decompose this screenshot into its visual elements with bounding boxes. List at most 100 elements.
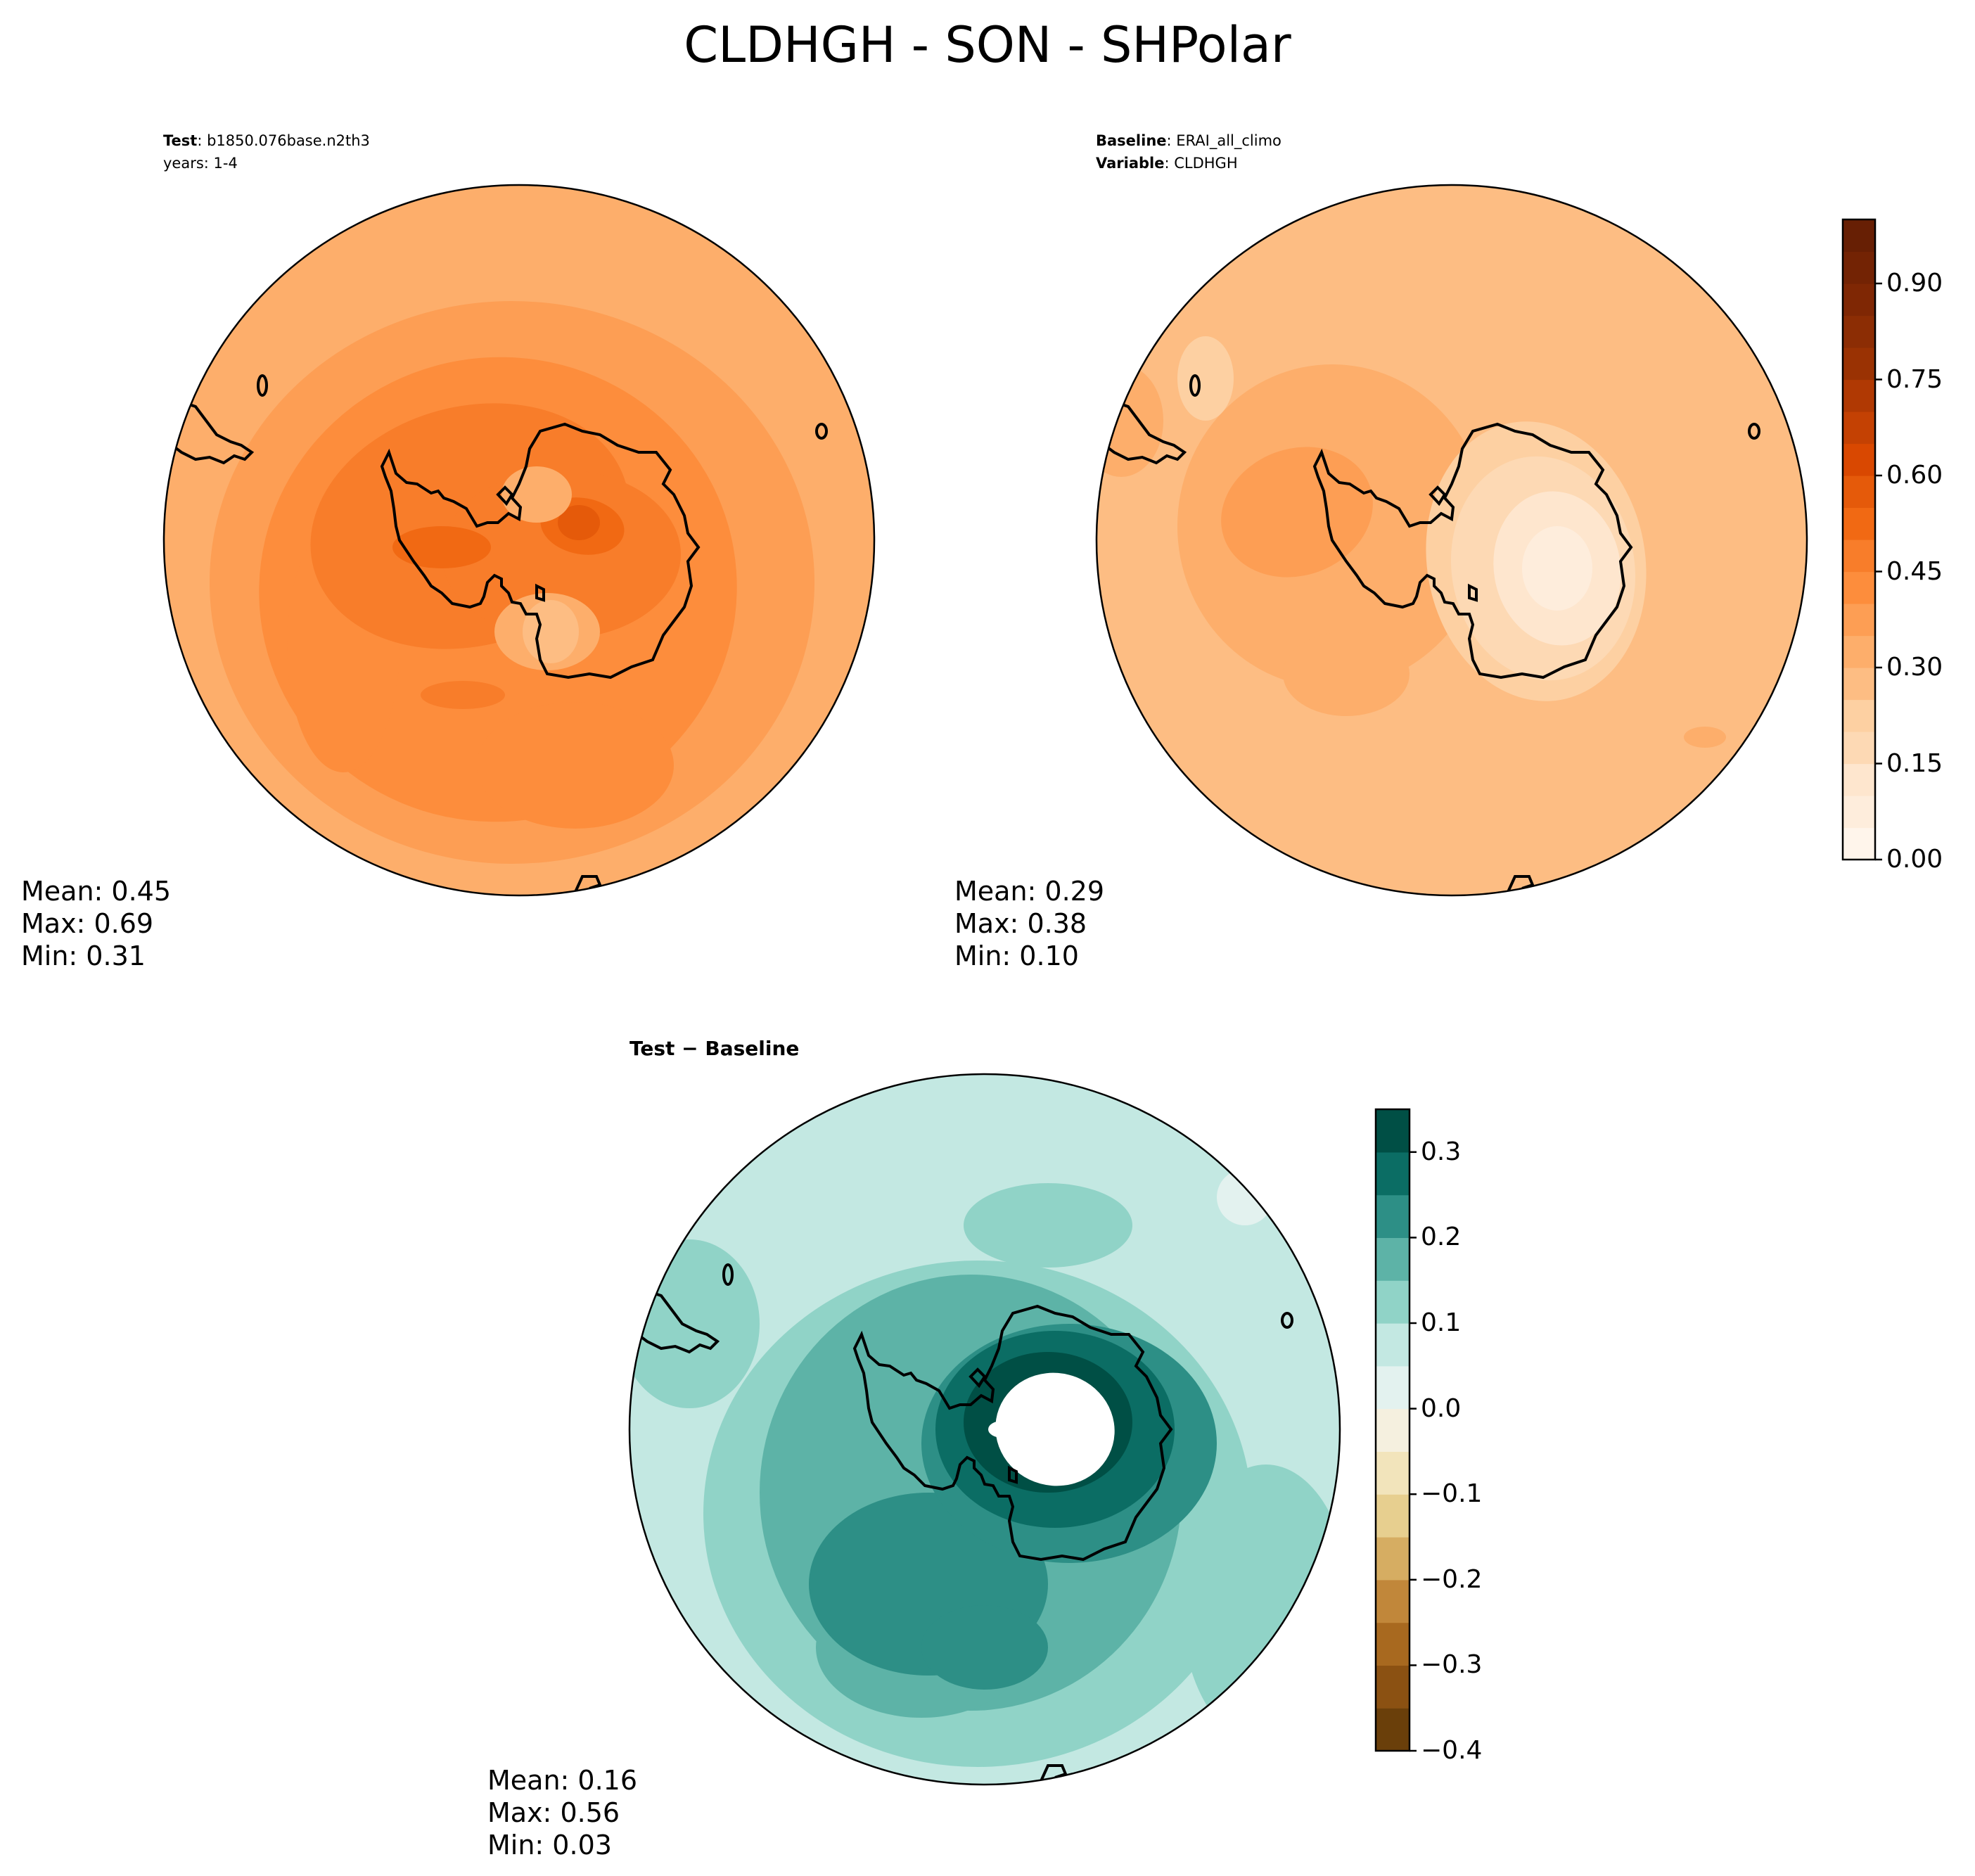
abs-colorbar-level-10 — [1843, 507, 1875, 540]
baseline-label: Baseline — [1096, 132, 1167, 149]
test-map-kerguelen-island — [815, 423, 828, 440]
variable-label: Variable — [1096, 155, 1165, 172]
baseline-map-kerguelen-island — [1748, 423, 1760, 440]
abs-colorbar-tick-label: 0.60 — [1886, 461, 1943, 490]
diff-colorbar-frame — [1374, 1108, 1411, 1752]
abs-colorbar — [1841, 218, 1882, 861]
diff-colorbar-tick-label: −0.2 — [1421, 1564, 1483, 1594]
diff-colorbar-level-10 — [1376, 1280, 1410, 1324]
abs-colorbar-level-1 — [1843, 796, 1875, 829]
test-stats: Mean: 0.45 Max: 0.69 Min: 0.31 — [21, 875, 171, 972]
baseline-map-contour-0-3 — [1684, 727, 1726, 748]
baseline-map-falkland-island — [1189, 374, 1201, 397]
test-label: Test — [163, 132, 198, 149]
diff-colorbar-level-1 — [1376, 1665, 1410, 1709]
variable-name: : CLDHGH — [1164, 155, 1238, 172]
difference-map-contour-0-2 — [964, 1183, 1132, 1268]
abs-colorbar-level-13 — [1843, 411, 1875, 445]
baseline-map-field — [1097, 185, 1807, 895]
abs-colorbar-level-18 — [1843, 251, 1875, 284]
baseline-max: Max: 0.38 — [954, 908, 1087, 939]
abs-colorbar-level-14 — [1843, 379, 1875, 412]
abs-colorbar-level-8 — [1843, 571, 1875, 604]
abs-colorbar-tick-label: 0.00 — [1886, 845, 1943, 874]
difference-map-field — [629, 1074, 1340, 1785]
abs-colorbar-level-11 — [1843, 476, 1875, 509]
diff-colorbar-tick-label: 0.1 — [1421, 1308, 1462, 1337]
abs-colorbar-level-0 — [1843, 827, 1875, 860]
diff-colorbar-tick-label: 0.2 — [1421, 1223, 1462, 1252]
baseline-case-name: : ERAI_all_climo — [1166, 132, 1281, 149]
diff-colorbar-level-3 — [1376, 1579, 1410, 1623]
test-years: years: 1-4 — [163, 155, 238, 172]
diff-colorbar-level-7 — [1376, 1408, 1410, 1452]
difference-map-falkland-island — [722, 1263, 734, 1286]
diff-colorbar-level-0 — [1376, 1708, 1410, 1751]
test-map-contour-2-2 — [421, 681, 505, 709]
abs-colorbar-tick-label: 0.45 — [1886, 556, 1943, 586]
abs-colorbar-level-3 — [1843, 732, 1875, 765]
difference-map-kerguelen-island — [1281, 1312, 1293, 1329]
baseline-stats: Mean: 0.29 Max: 0.38 Min: 0.10 — [954, 875, 1104, 972]
diff-colorbar-tick-label: 0.3 — [1421, 1137, 1462, 1166]
diff-colorbar-tick-label: 0.0 — [1421, 1393, 1462, 1423]
abs-colorbar-tick-label: 0.30 — [1886, 653, 1943, 682]
difference-stats: Mean: 0.16 Max: 0.56 Min: 0.03 — [487, 1764, 637, 1861]
diff-colorbar-tick-label: −0.3 — [1421, 1650, 1483, 1680]
baseline-header: Baseline: ERAI_all_climo Variable: CLDHG… — [1096, 129, 1281, 174]
baseline-map-tasmania-coastline — [1507, 875, 1535, 893]
difference-max: Max: 0.56 — [487, 1797, 620, 1828]
diff-colorbar-level-5 — [1376, 1494, 1410, 1538]
baseline-map-contour-5-0 — [1522, 526, 1592, 611]
figure-title: CLDHGH - SON - SHPolar — [684, 16, 1291, 74]
abs-colorbar-level-9 — [1843, 540, 1875, 573]
diff-colorbar-tick-label: −0.1 — [1421, 1479, 1483, 1509]
difference-map-contour-5-1 — [988, 1421, 1016, 1438]
abs-colorbar-level-16 — [1843, 315, 1875, 348]
test-map-tasmania-coastline — [574, 875, 602, 893]
diff-colorbar-level-4 — [1376, 1537, 1410, 1581]
difference-map-contour-2-2 — [921, 1605, 1048, 1690]
baseline-map-contour-2-1 — [1177, 336, 1234, 421]
diff-colorbar-level-11 — [1376, 1237, 1410, 1281]
test-map-falkland-island — [257, 374, 268, 397]
baseline-mean: Mean: 0.29 — [954, 876, 1105, 907]
difference-min: Min: 0.03 — [487, 1830, 612, 1861]
baseline-map-contour-0-1 — [1283, 632, 1410, 716]
difference-map-boundary — [628, 1073, 1341, 1786]
difference-map-contour-5-0 — [995, 1372, 1115, 1486]
abs-colorbar-level-12 — [1843, 443, 1875, 476]
abs-colorbar-level-6 — [1843, 635, 1875, 668]
diff-colorbar-level-14 — [1376, 1109, 1410, 1153]
test-header: Test: b1850.076base.n2th3 years: 1-4 — [163, 129, 370, 174]
abs-colorbar-level-15 — [1843, 347, 1875, 381]
abs-colorbar-frame — [1841, 218, 1877, 861]
test-mean: Mean: 0.45 — [21, 876, 172, 907]
test-map-contour-3-0 — [392, 526, 491, 568]
test-map-contour-1-1 — [477, 702, 674, 829]
test-map-boundary — [162, 184, 876, 897]
diff-colorbar-level-13 — [1376, 1151, 1410, 1196]
abs-colorbar-tick-label: 0.75 — [1886, 364, 1943, 394]
baseline-map-boundary — [1095, 184, 1808, 897]
diff-colorbar-tick-label: −0.4 — [1421, 1736, 1483, 1765]
diff-colorbar-level-12 — [1376, 1194, 1410, 1238]
diff-colorbar-level-9 — [1376, 1323, 1410, 1367]
diff-colorbar-level-2 — [1376, 1622, 1410, 1666]
test-case-name: : b1850.076base.n2th3 — [197, 132, 370, 149]
difference-mean: Mean: 0.16 — [487, 1765, 638, 1796]
diff-colorbar — [1374, 1108, 1417, 1752]
baseline-min: Min: 0.10 — [954, 940, 1079, 971]
abs-colorbar-level-5 — [1843, 668, 1875, 701]
abs-colorbar-tick-label: 0.15 — [1886, 748, 1943, 778]
abs-colorbar-level-2 — [1843, 763, 1875, 796]
diff-colorbar-level-6 — [1376, 1451, 1410, 1495]
abs-colorbar-tick-label: 0.90 — [1886, 269, 1943, 298]
test-map-field — [164, 185, 874, 895]
abs-colorbar-level-7 — [1843, 604, 1875, 637]
test-max: Max: 0.69 — [21, 908, 154, 939]
abs-colorbar-level-19 — [1843, 219, 1875, 253]
abs-colorbar-level-4 — [1843, 699, 1875, 732]
